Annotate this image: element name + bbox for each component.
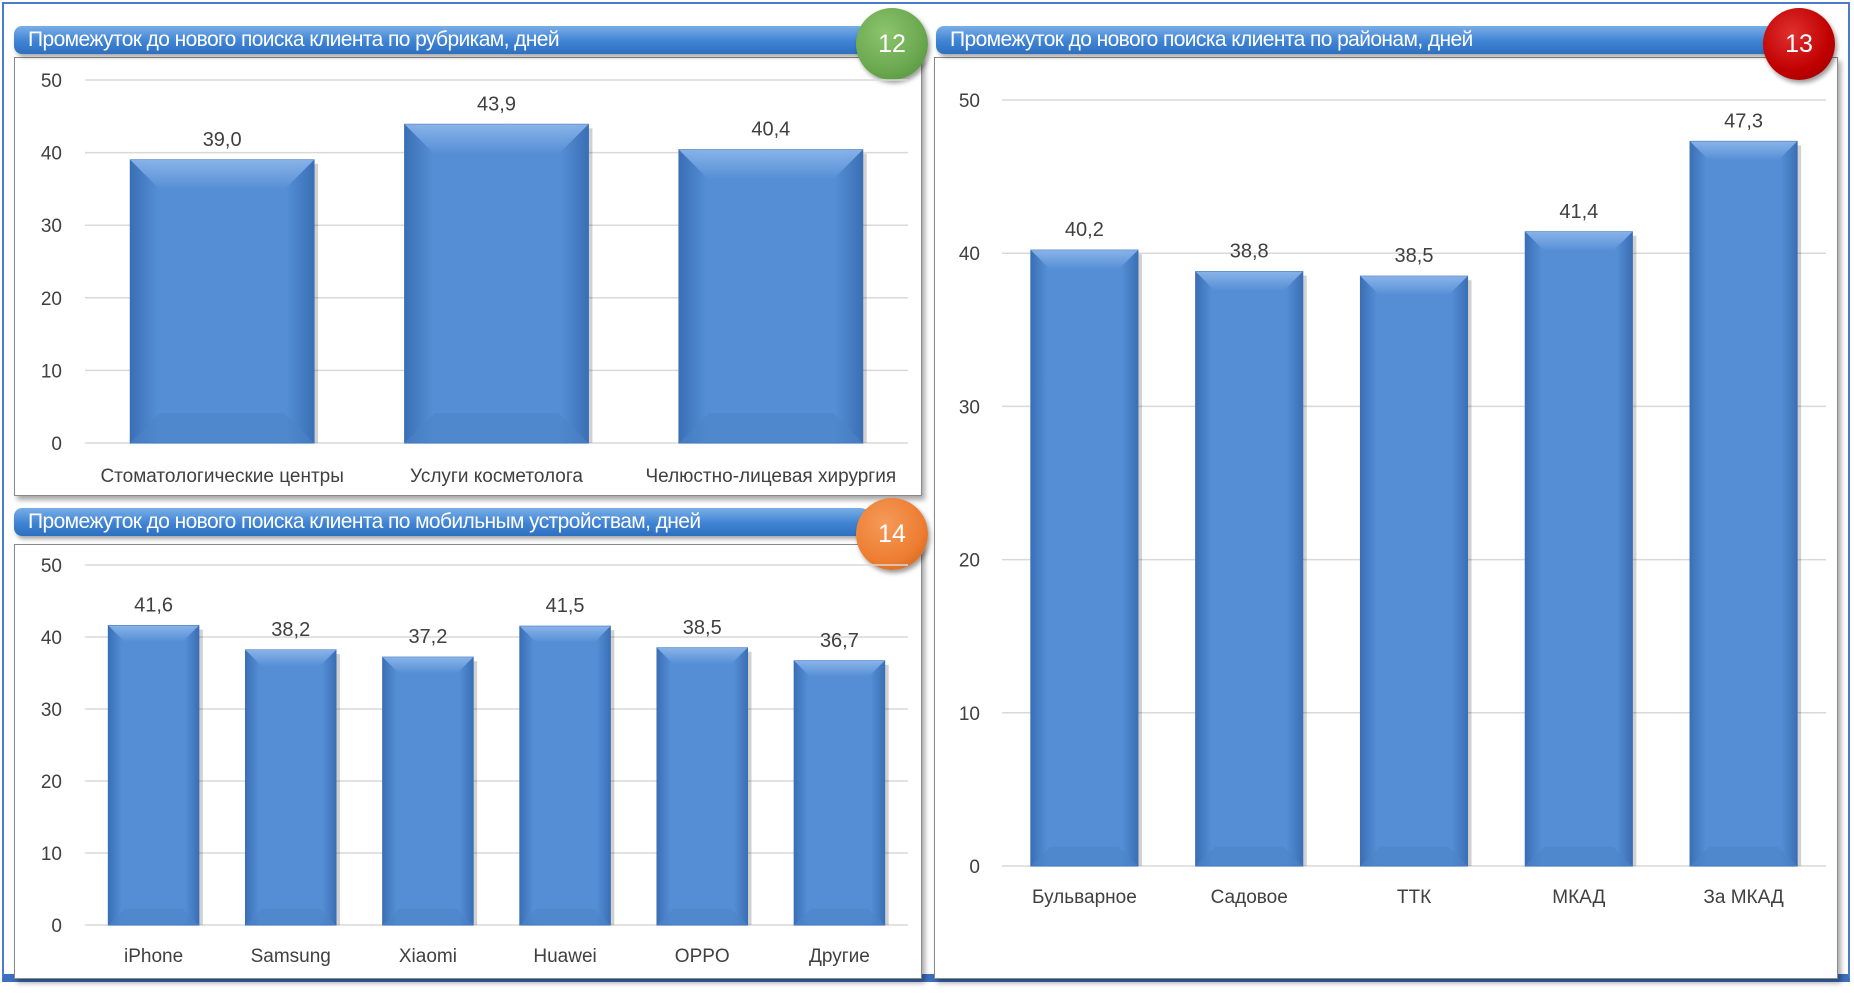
data-label: 43,9 [477, 93, 516, 115]
y-tick-label: 50 [41, 71, 62, 92]
y-tick-label: 50 [959, 91, 980, 112]
chart-title-devices: Промежуток до нового поиска клиента по м… [14, 508, 874, 536]
bar [404, 123, 593, 444]
data-label: 40,2 [1065, 219, 1104, 241]
bar [793, 660, 889, 926]
y-tick-label: 40 [959, 244, 980, 265]
x-category-label: Бульварное [1032, 887, 1137, 908]
bar [244, 649, 341, 926]
chart-title-categories: Промежуток до нового поиска клиента по р… [14, 26, 874, 54]
badge-12: 12 [856, 8, 928, 80]
chart-title-districts: Промежуток до нового поиска клиента по р… [936, 26, 1786, 54]
y-tick-label: 0 [51, 916, 62, 937]
y-tick-label: 20 [959, 551, 980, 572]
x-category-label: Стоматологические центры [100, 466, 343, 487]
x-category-label: МКАД [1552, 887, 1605, 908]
chart-13: 0 10 20 30 40 50 40,2 Бульварное 38,8 Садовое 38,5… [959, 91, 1826, 908]
data-label: 41,6 [134, 594, 173, 616]
badge-14: 14 [856, 498, 928, 570]
bar [382, 656, 478, 926]
bar [1524, 231, 1637, 867]
x-category-label: За МКАД [1703, 887, 1784, 908]
x-category-label: Услуги косметолога [410, 466, 583, 487]
data-label: 38,5 [683, 617, 722, 639]
bar [1689, 140, 1802, 867]
bar [1030, 249, 1142, 867]
y-tick-label: 10 [959, 704, 980, 725]
x-category-label: Садовое [1211, 887, 1288, 908]
y-tick-label: 20 [41, 772, 62, 793]
x-category-label: OPPO [675, 946, 730, 967]
x-category-label: iPhone [124, 946, 183, 967]
data-label: 36,7 [820, 630, 859, 652]
x-category-label: Huawei [533, 946, 596, 967]
y-tick-label: 40 [41, 144, 62, 165]
x-category-label: Samsung [251, 946, 331, 967]
bar [519, 625, 615, 926]
data-label: 41,5 [546, 595, 585, 617]
badge-13: 13 [1763, 8, 1835, 80]
y-tick-label: 40 [41, 628, 62, 649]
data-label: 37,2 [408, 626, 447, 648]
data-label: 39,0 [203, 129, 242, 151]
x-category-label: Челюстно-лицевая хирургия [646, 466, 897, 487]
x-category-label: Xiaomi [399, 946, 457, 967]
y-tick-label: 50 [41, 556, 62, 577]
bar [656, 647, 752, 926]
data-label: 38,5 [1395, 245, 1434, 267]
chart-12: 0 10 20 30 40 50 39,0 Стоматологические центры 4… [41, 71, 908, 487]
y-tick-label: 10 [41, 361, 62, 382]
data-label: 38,8 [1230, 241, 1269, 263]
x-category-label: ТТК [1397, 887, 1431, 908]
chart-14: 0 10 20 30 40 50 41,6 iPhone 38,2 Samsung 37,2 Xiao… [41, 556, 908, 967]
y-tick-label: 30 [41, 700, 62, 721]
bar [107, 624, 203, 926]
data-label: 38,2 [271, 619, 310, 641]
bar [1359, 275, 1472, 867]
y-tick-label: 0 [969, 857, 980, 878]
data-label: 40,4 [751, 119, 790, 141]
bar [1195, 271, 1307, 867]
data-label: 47,3 [1724, 110, 1763, 132]
y-tick-label: 10 [41, 844, 62, 865]
y-tick-label: 20 [41, 289, 62, 310]
y-tick-label: 30 [959, 397, 980, 418]
bar [129, 159, 319, 444]
y-tick-label: 0 [51, 434, 62, 455]
x-category-label: Другие [809, 946, 870, 967]
data-label: 41,4 [1559, 201, 1598, 223]
bar [678, 149, 867, 444]
y-tick-label: 30 [41, 216, 62, 237]
